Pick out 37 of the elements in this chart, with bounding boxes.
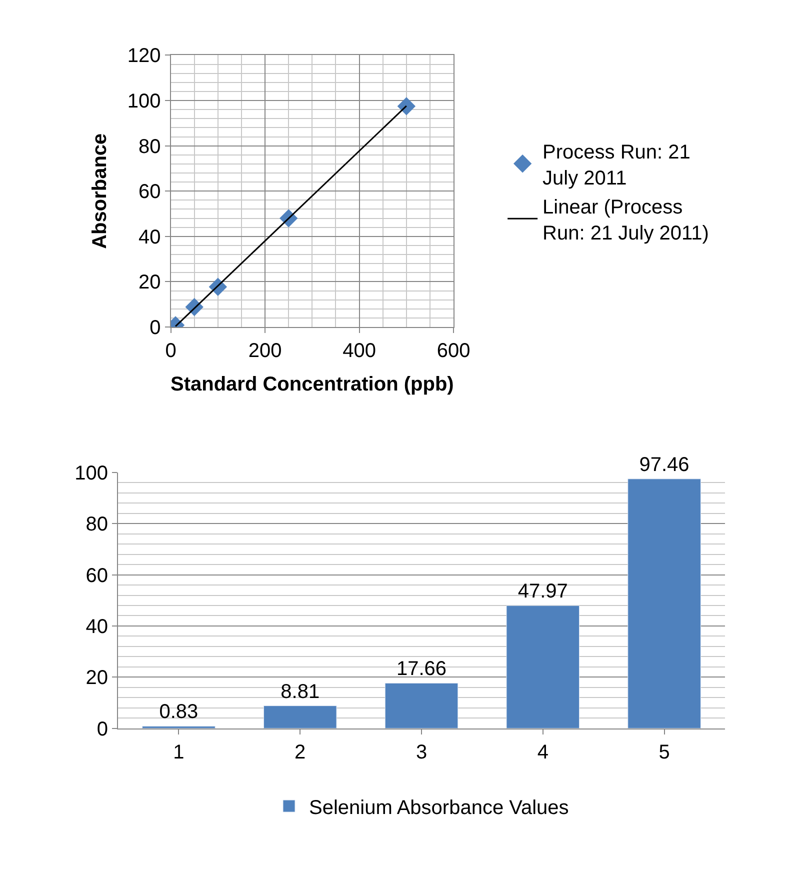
y-tick-label: 20 [86, 667, 108, 690]
x-tick-label: 4 [537, 741, 548, 764]
x-tick-label: 400 [342, 340, 376, 362]
y-tick-label: 60 [138, 181, 161, 204]
x-tick-label: 600 [436, 340, 470, 362]
bar [506, 605, 580, 728]
y-tick-label: 0 [150, 316, 161, 339]
x-tick-label: 0 [165, 340, 176, 362]
y-tick-label: 100 [127, 90, 161, 113]
y-tick-label: 120 [127, 45, 161, 68]
x-axis-title: Standard Concentration (ppb) [170, 373, 454, 396]
data-label: 8.81 [280, 680, 320, 703]
legend-label: Process Run: 21 July 2011 [542, 141, 690, 190]
data-label: 0.83 [159, 701, 198, 724]
y-tick-label: 80 [86, 514, 108, 536]
x-tick-label: 1 [173, 741, 184, 764]
point [397, 97, 416, 116]
bar [628, 478, 701, 728]
data-label: 17.66 [396, 658, 447, 680]
x-tick-label: 200 [248, 340, 282, 362]
data-label: 47.97 [518, 580, 568, 603]
legend-label: Linear (Process Run: 21 July 2011) [542, 196, 709, 244]
bar [263, 706, 337, 728]
y-axis-title: Absorbance [88, 133, 111, 249]
y-tick-label: 100 [74, 462, 108, 484]
bar [384, 682, 458, 728]
y-tick-label: 0 [96, 718, 108, 740]
legend-label: Selenium Absorbance Values [309, 796, 569, 819]
data-label: 97.46 [639, 454, 690, 476]
y-tick-label: 20 [138, 272, 161, 294]
y-tick-label: 60 [86, 564, 108, 587]
x-tick-label: 2 [294, 741, 306, 764]
y-tick-label: 40 [86, 616, 108, 638]
x-tick-label: 5 [658, 741, 670, 764]
x-tick-label: 3 [416, 741, 428, 764]
y-tick-label: 40 [138, 226, 161, 248]
y-tick-label: 80 [138, 136, 161, 158]
